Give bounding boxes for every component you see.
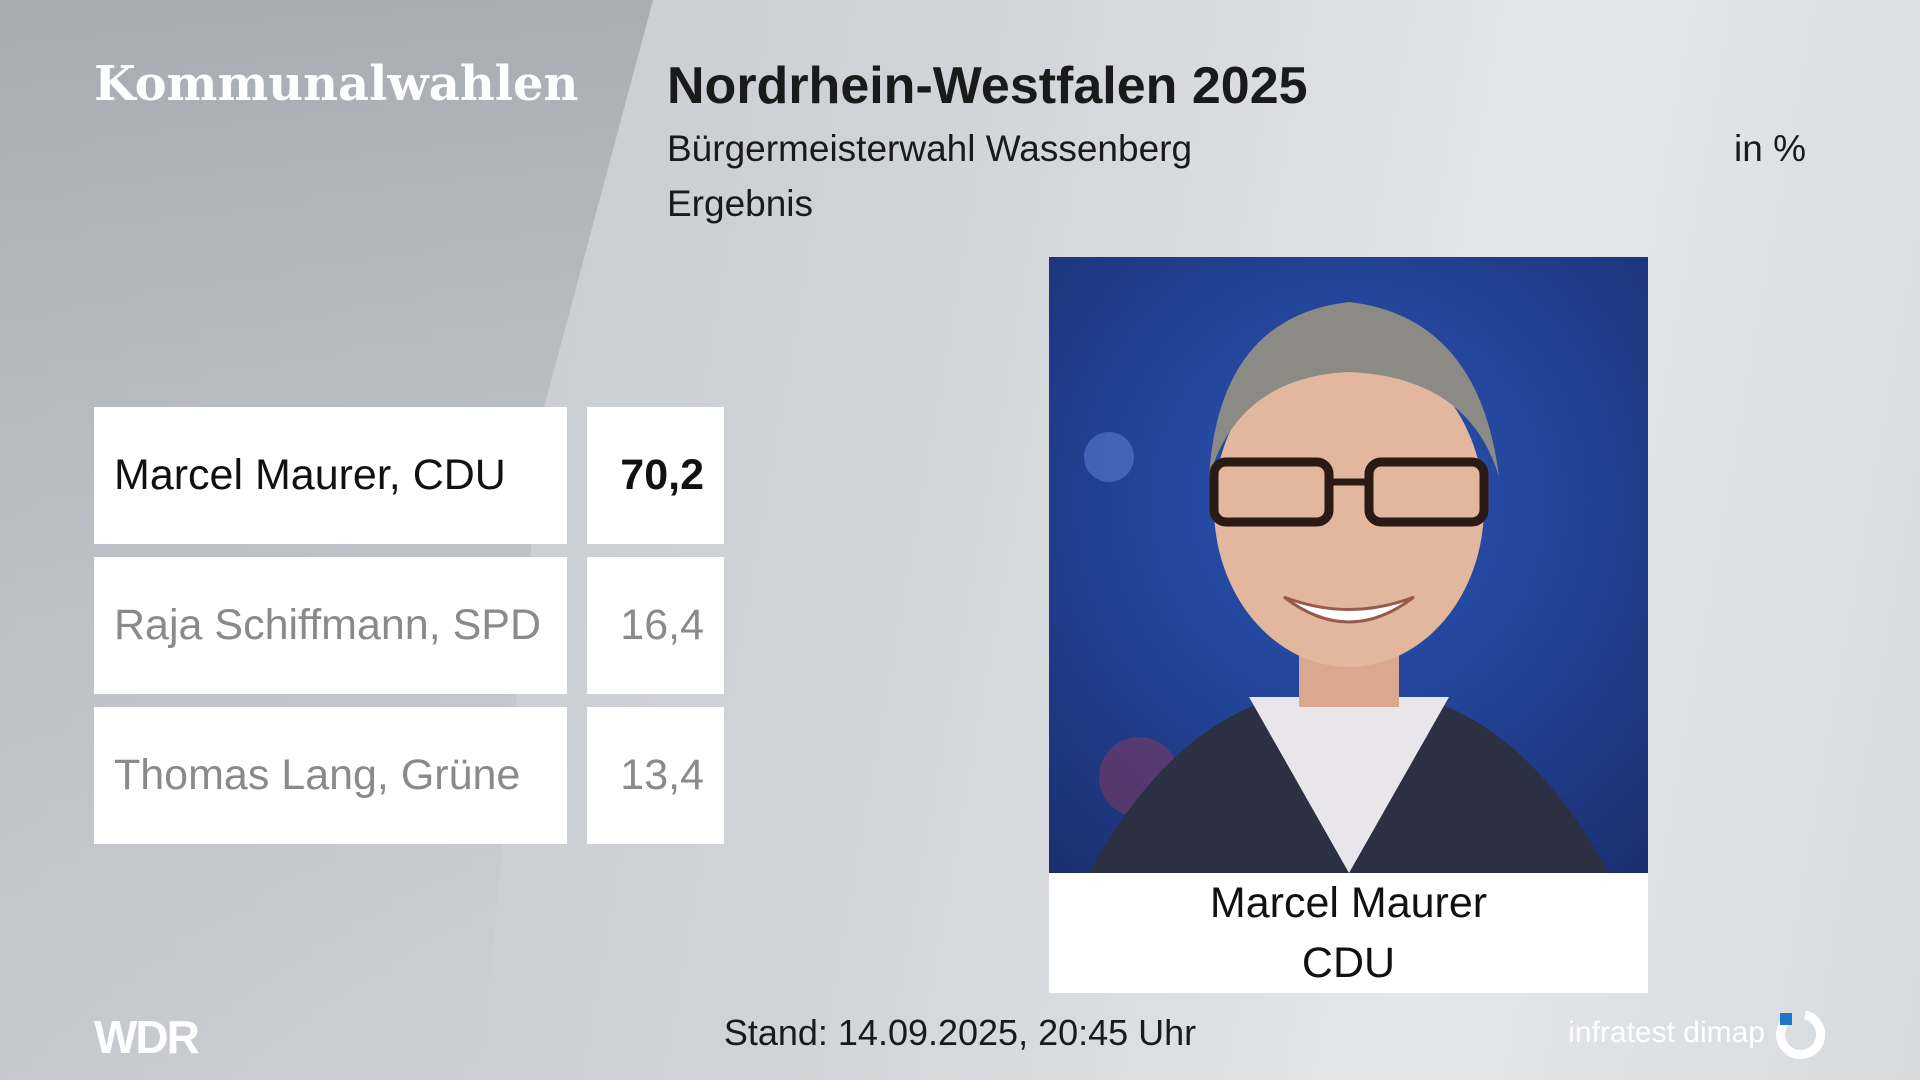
candidate-result: 13,4 bbox=[587, 707, 724, 844]
candidate-result: 70,2 bbox=[587, 407, 724, 544]
broadcaster-logo: WDR bbox=[94, 1011, 200, 1063]
candidate-name: Thomas Lang, Grüne bbox=[94, 707, 567, 844]
source: infratest dimap bbox=[1568, 1016, 1765, 1049]
candidate-name: Marcel Maurer, CDU bbox=[94, 407, 567, 544]
caption-party: CDU bbox=[1301, 939, 1396, 987]
photo-caption: Marcel Maurer CDU bbox=[1049, 873, 1648, 993]
program-title: Kommunalwahlen bbox=[94, 56, 579, 112]
title: Nordrhein-Westfalen 2025 bbox=[667, 57, 1308, 115]
candidate-photo bbox=[1049, 257, 1648, 873]
status: Ergebnis bbox=[667, 183, 814, 224]
source-logo bbox=[1776, 1010, 1825, 1059]
unit: in % bbox=[1734, 128, 1806, 169]
candidate-result: 16,4 bbox=[587, 557, 724, 694]
candidate-name: Raja Schiffmann, SPD bbox=[94, 557, 567, 694]
caption-name: Marcel Maurer bbox=[1209, 879, 1488, 927]
timestamp: Stand: 14.09.2025, 20:45 Uhr bbox=[723, 1012, 1197, 1053]
subtitle: Bürgermeisterwahl Wassenberg bbox=[667, 128, 1193, 169]
